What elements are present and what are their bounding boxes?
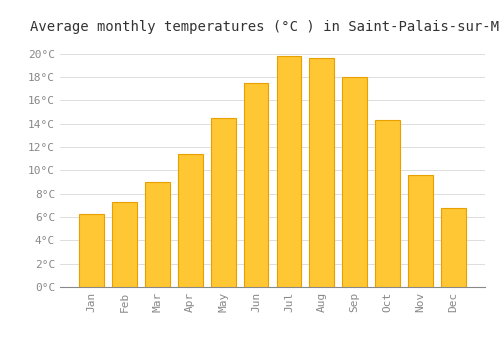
Bar xyxy=(211,118,236,287)
Bar xyxy=(408,175,433,287)
Bar xyxy=(441,208,466,287)
Bar xyxy=(244,83,268,287)
Bar xyxy=(145,182,170,287)
Bar xyxy=(310,58,334,287)
Bar xyxy=(342,77,367,287)
Title: Average monthly temperatures (°C ) in Saint-Palais-sur-Mer: Average monthly temperatures (°C ) in Sa… xyxy=(30,20,500,34)
Bar xyxy=(80,214,104,287)
Bar xyxy=(178,154,203,287)
Bar xyxy=(112,202,137,287)
Bar xyxy=(276,56,301,287)
Bar xyxy=(376,120,400,287)
